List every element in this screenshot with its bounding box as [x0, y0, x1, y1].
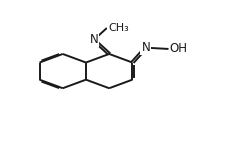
- Text: OH: OH: [169, 42, 187, 56]
- Text: N: N: [89, 33, 98, 46]
- Text: N: N: [141, 41, 150, 54]
- Text: CH₃: CH₃: [108, 23, 128, 33]
